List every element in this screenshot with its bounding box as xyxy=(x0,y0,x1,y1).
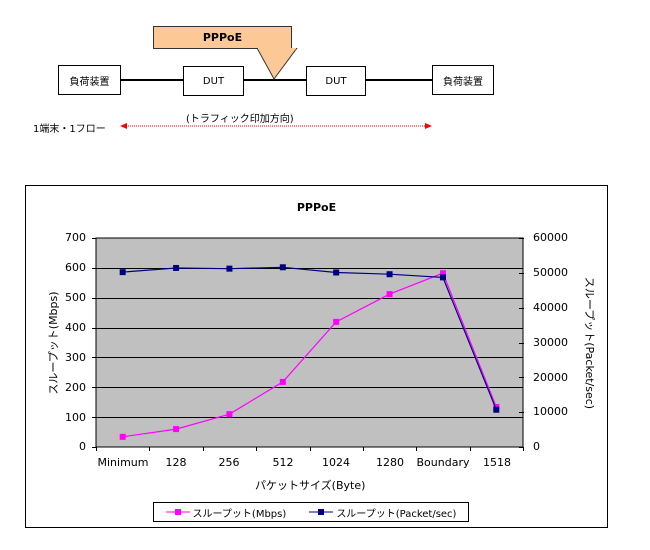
link-line-1 xyxy=(121,79,183,81)
pppoe-callout: PPPoE xyxy=(153,26,292,49)
link-line-3 xyxy=(366,79,432,81)
dut-left: DUT xyxy=(183,66,244,96)
ytick-right: 10000 xyxy=(533,405,568,418)
x-axis-title: パケットサイズ(Byte) xyxy=(255,479,366,492)
traffic-direction-arrow xyxy=(120,123,432,129)
ytick-left: 500 xyxy=(65,291,86,304)
link-line-2 xyxy=(244,79,306,81)
ytick-left: 400 xyxy=(65,321,86,334)
xtick: 256 xyxy=(218,456,240,469)
node-label: DUT xyxy=(202,75,225,87)
legend-label: スループット(Mbps) xyxy=(192,508,287,520)
callout-label: PPPoE xyxy=(202,31,243,44)
xtick: 1518 xyxy=(483,456,511,469)
xtick: 1280 xyxy=(376,456,404,469)
chart-title: PPPoE xyxy=(296,201,337,214)
ytick-left: 200 xyxy=(65,381,86,394)
ytick-left: 700 xyxy=(65,231,86,244)
magenta-square-marker-icon xyxy=(165,509,190,515)
xtick: 1024 xyxy=(322,456,350,469)
legend-item-mbps: スループット(Mbps) xyxy=(165,505,287,520)
chart-legend: スループット(Mbps) スループット(Packet/sec) xyxy=(153,502,469,522)
ytick-left: 300 xyxy=(65,351,86,364)
direction-label: (トラフィック印加方向) xyxy=(186,114,294,125)
xtick: Boundary xyxy=(416,456,470,469)
flow-label: 1端末・1フロー xyxy=(33,124,106,135)
ytick-left: 0 xyxy=(79,440,86,453)
ytick-right: 0 xyxy=(533,440,540,453)
xtick: Minimum xyxy=(97,456,149,469)
load-device-left: 負荷装置 xyxy=(58,65,121,95)
navy-square-marker-icon xyxy=(309,509,334,515)
node-label: 負荷装置 xyxy=(69,76,110,88)
ytick-left: 100 xyxy=(65,411,86,424)
callout-pointer xyxy=(256,48,298,80)
dut-right: DUT xyxy=(306,66,366,96)
node-label: DUT xyxy=(325,75,347,87)
load-device-right: 負荷装置 xyxy=(432,65,494,95)
ytick-left: 600 xyxy=(65,261,86,274)
xtick: 512 xyxy=(272,456,294,469)
ytick-right: 20000 xyxy=(533,371,568,384)
ytick-right: 30000 xyxy=(533,336,568,349)
ytick-right: 60000 xyxy=(533,231,568,244)
ytick-right: 40000 xyxy=(533,301,568,314)
ytick-right: 50000 xyxy=(533,266,568,279)
node-label: 負荷装置 xyxy=(443,76,483,88)
legend-label: スループット(Packet/sec) xyxy=(336,508,457,520)
xtick: 128 xyxy=(165,456,187,469)
legend-item-pps: スループット(Packet/sec) xyxy=(309,505,456,520)
